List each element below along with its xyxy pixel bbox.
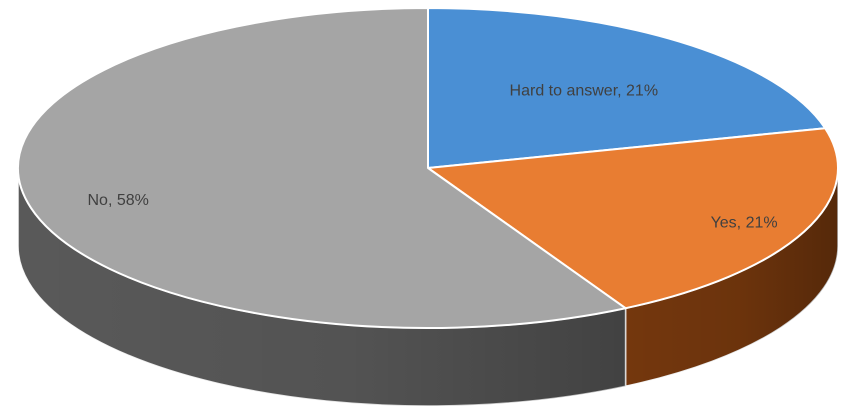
- data-label-hard-to-answer: Hard to answer, 21%: [510, 83, 659, 100]
- pie-slice-no: [17, 7, 627, 329]
- data-label-no: No, 58%: [88, 192, 149, 209]
- pie-side-yes-shade: [625, 168, 839, 387]
- pie-labels: Hard to answer, 21% Yes, 21% No, 58%: [88, 83, 778, 232]
- data-label-yes: Yes, 21%: [711, 214, 778, 231]
- pie-side-no-shade: [18, 168, 626, 407]
- pie-slice-hard-to-answer: [427, 7, 827, 169]
- pie-slice-yes: [427, 127, 839, 310]
- pie-tops: [17, 7, 839, 329]
